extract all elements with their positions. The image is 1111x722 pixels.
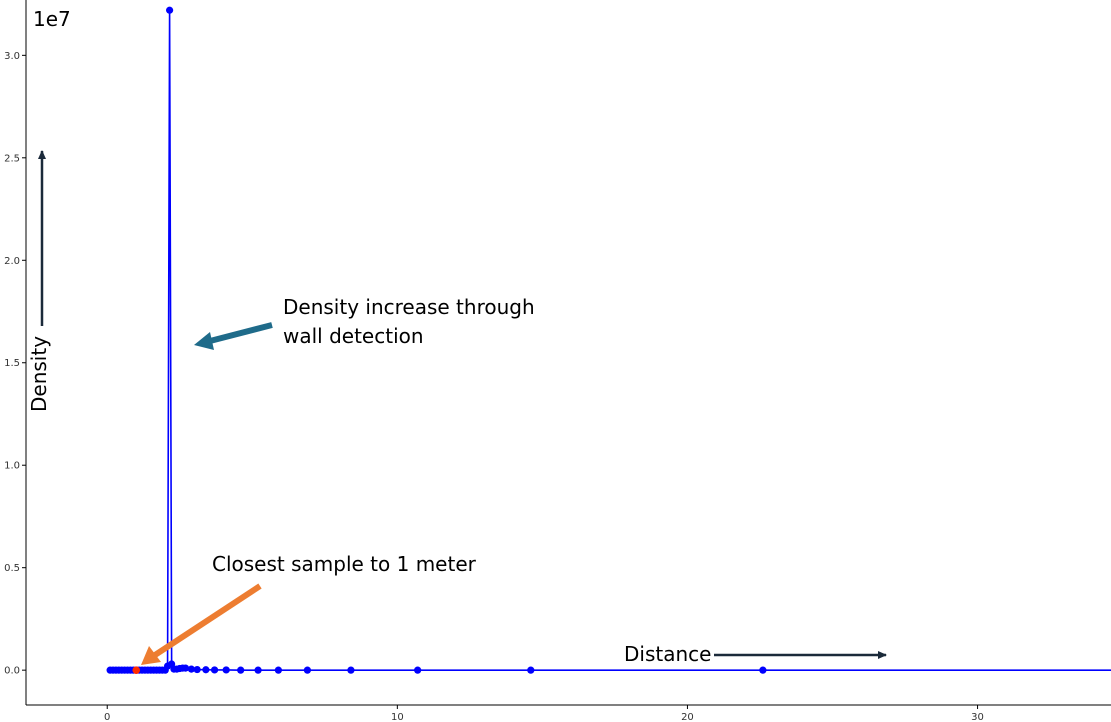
data-point xyxy=(193,665,201,674)
closest-annotation-text: Closest sample to 1 meter xyxy=(212,552,477,576)
wall-annotation-arrow-shaft xyxy=(209,322,273,344)
data-point xyxy=(210,666,219,674)
data-point xyxy=(237,666,245,674)
wall-annotation-line-1: Density increase through xyxy=(283,295,535,319)
y-multiplier-label: 1e7 xyxy=(33,7,71,31)
wall-annotation: Density increase through wall detection xyxy=(194,295,535,350)
y-tick-label: 2.0 xyxy=(4,256,20,267)
x-ticks: 0 10 20 30 xyxy=(104,705,984,722)
data-point xyxy=(254,666,262,674)
y-axis-label: Density xyxy=(27,336,51,412)
data-point xyxy=(166,6,174,14)
y-axis-label-group: Density xyxy=(27,150,51,412)
y-tick-label: 2.5 xyxy=(4,153,20,164)
series-layer xyxy=(106,6,1111,674)
highlighted-sample-point xyxy=(132,666,141,674)
y-tick-label: 0.0 xyxy=(4,666,20,677)
x-axis-label-group: Distance xyxy=(624,642,887,666)
closest-annotation-arrow-head xyxy=(141,646,161,665)
highlight-layer xyxy=(132,666,141,674)
y-tick-label: 3.0 xyxy=(4,51,20,62)
x-axis-label: Distance xyxy=(624,642,711,666)
x-tick-label: 10 xyxy=(391,712,404,722)
y-tick-label: 1.5 xyxy=(4,358,20,369)
data-point xyxy=(222,666,230,674)
data-point xyxy=(187,665,195,673)
x-tick-label: 30 xyxy=(971,712,984,722)
data-point xyxy=(303,666,312,674)
axes xyxy=(25,0,1111,706)
data-point xyxy=(274,666,282,674)
data-point xyxy=(414,666,422,674)
data-point xyxy=(181,664,190,672)
wall-annotation-arrow-head xyxy=(194,332,214,350)
wall-annotation-line-2: wall detection xyxy=(283,324,424,348)
y-ticks: 0.0 0.5 1.0 1.5 2.0 2.5 3.0 xyxy=(4,51,26,677)
closest-annotation: Closest sample to 1 meter xyxy=(141,552,477,665)
data-point xyxy=(759,666,767,674)
closest-annotation-arrow-shaft xyxy=(153,583,262,658)
data-point xyxy=(527,666,535,674)
y-tick-label: 0.5 xyxy=(4,563,20,574)
x-tick-label: 0 xyxy=(104,712,110,722)
y-tick-label: 1.0 xyxy=(4,461,20,472)
data-point xyxy=(202,666,210,674)
data-point xyxy=(347,666,355,674)
x-tick-label: 20 xyxy=(681,712,694,722)
